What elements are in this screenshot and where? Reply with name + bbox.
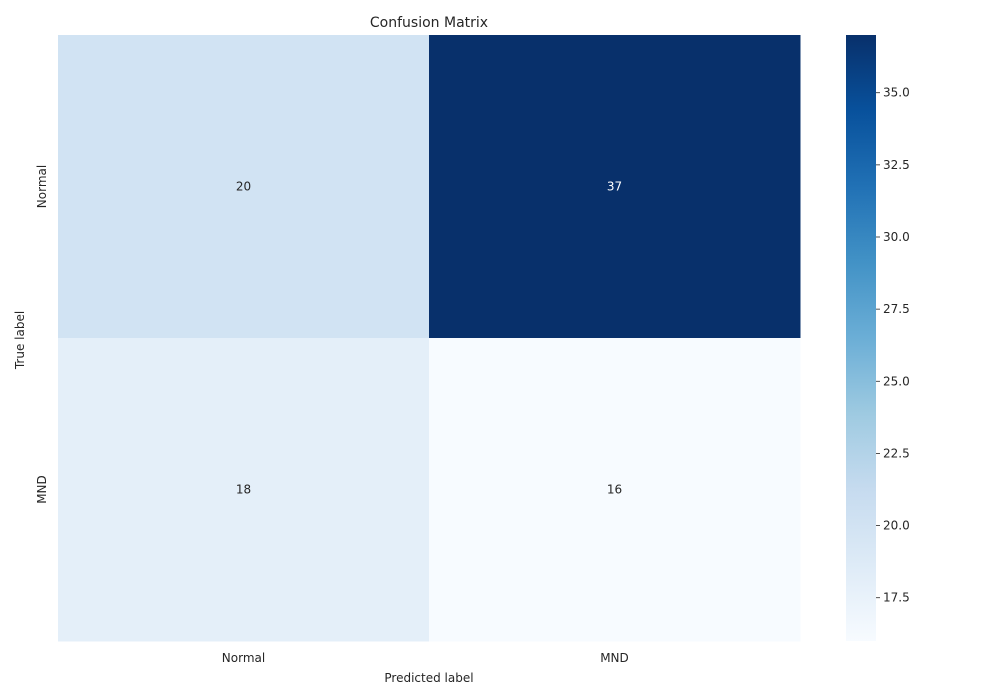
- colorbar-ticks: 17.5 20.0 22.5 25.0 27.5 30.0 32.5 35.0: [876, 86, 910, 605]
- colorbar-tick-label: 17.5: [883, 591, 910, 605]
- colorbar-tick-label: 20.0: [883, 519, 910, 533]
- y-tick-label: MND: [35, 475, 49, 504]
- x-tick-label: MND: [600, 651, 629, 665]
- colorbar-tick-label: 25.0: [883, 374, 910, 388]
- x-axis-label: Predicted label: [384, 671, 473, 685]
- chart-title: Confusion Matrix: [370, 15, 488, 31]
- heatmap-cell: [58, 35, 430, 339]
- colorbar-gradient: [846, 35, 876, 641]
- heatmap-cell-labels: 20 37 18 16: [236, 180, 622, 497]
- x-tick-label: Normal: [222, 651, 265, 665]
- colorbar-tick-label: 27.5: [883, 302, 910, 316]
- y-axis-ticks: Normal MND: [35, 165, 49, 504]
- cell-value-label: 18: [236, 483, 251, 497]
- x-axis-ticks: Normal MND: [222, 651, 629, 665]
- colorbar-tick-label: 35.0: [883, 86, 910, 100]
- cell-value-label: 20: [236, 180, 251, 194]
- y-axis-label: True label: [13, 311, 27, 370]
- colorbar: 17.5 20.0 22.5 25.0 27.5 30.0 32.5 35.0: [846, 35, 910, 641]
- y-tick-label: Normal: [35, 165, 49, 208]
- heatmap-cell: [58, 338, 430, 642]
- cell-value-label: 16: [607, 483, 622, 497]
- colorbar-tick-label: 22.5: [883, 446, 910, 460]
- heatmap-cell: [429, 338, 801, 642]
- heatmap-cells: [58, 35, 801, 642]
- cell-value-label: 37: [607, 180, 622, 194]
- colorbar-tick-label: 32.5: [883, 158, 910, 172]
- colorbar-tick-label: 30.0: [883, 230, 910, 244]
- heatmap-cell: [429, 35, 801, 339]
